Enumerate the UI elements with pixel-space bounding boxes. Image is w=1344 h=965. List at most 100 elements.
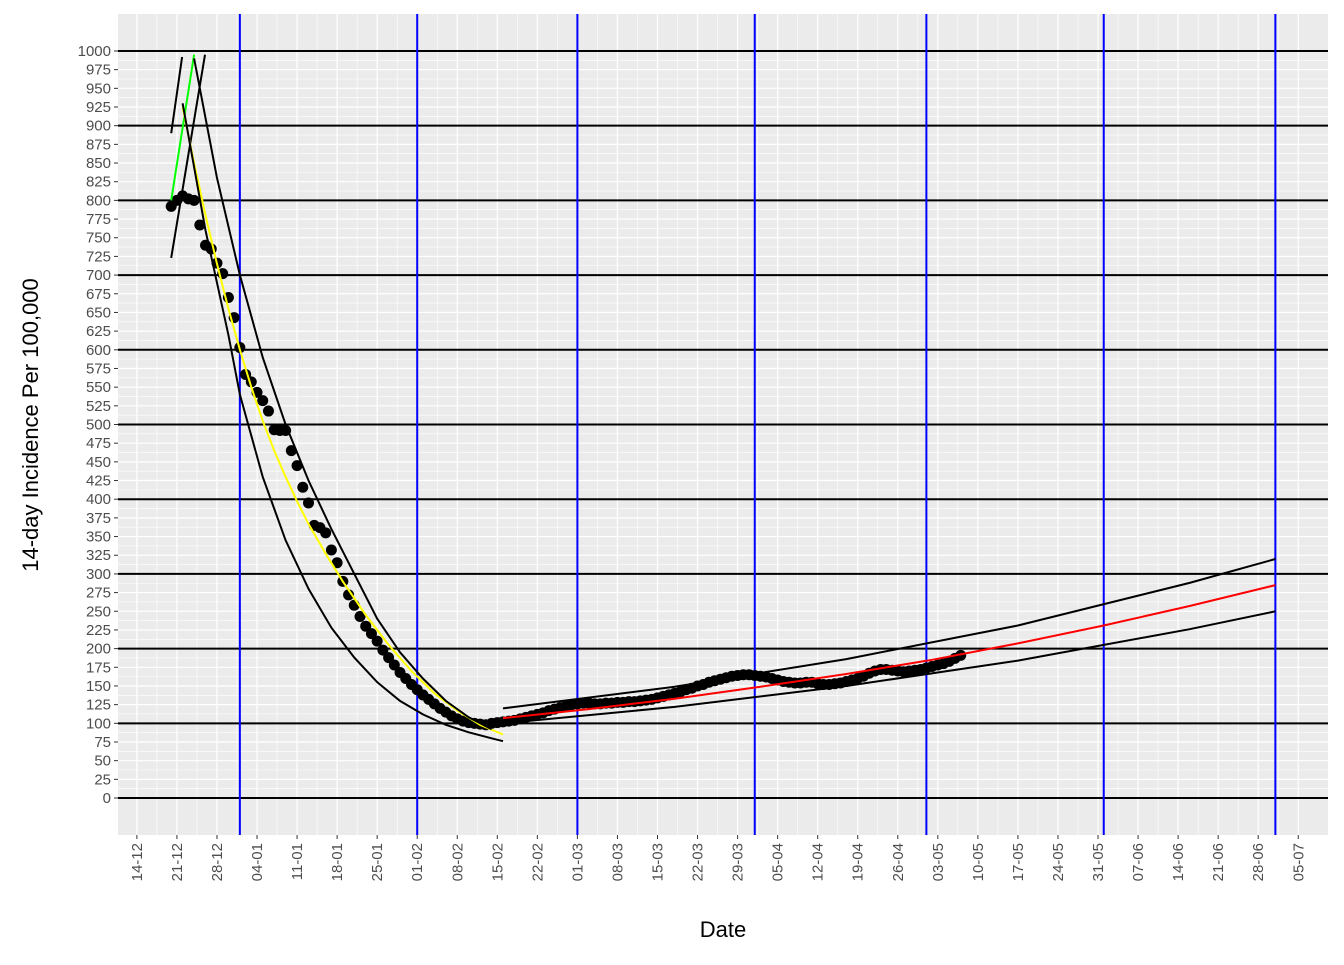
x-tick-label: 22-03 <box>690 843 707 881</box>
fit-line <box>193 58 493 731</box>
fit-line <box>170 54 196 201</box>
data-point <box>194 219 206 231</box>
y-tick-label: 325 <box>86 547 111 564</box>
y-tick-label: 100 <box>86 715 111 732</box>
x-tick-label: 28-12 <box>209 843 226 881</box>
data-point <box>343 589 355 601</box>
x-tick-label: 05-07 <box>1290 843 1307 881</box>
data-point <box>388 659 400 671</box>
x-tick-label: 18-01 <box>329 843 346 881</box>
y-tick-label: 575 <box>86 360 111 377</box>
y-tick-label: 900 <box>86 118 111 135</box>
fit-line <box>181 106 504 736</box>
y-tick-label: 550 <box>86 379 111 396</box>
y-tick-label: 400 <box>86 491 111 508</box>
y-tick-label: 625 <box>86 323 111 340</box>
y-tick-label: 150 <box>86 678 111 695</box>
data-point <box>371 635 383 647</box>
x-tick-label: 15-02 <box>489 843 506 881</box>
y-tick-label: 425 <box>86 473 111 490</box>
x-tick-label: 07-06 <box>1130 843 1147 881</box>
y-tick-label: 800 <box>86 192 111 209</box>
y-axis-title: 14-day Incidence Per 100,000 <box>18 278 43 572</box>
y-tick-label: 525 <box>86 398 111 415</box>
y-tick-label: 750 <box>86 230 111 247</box>
x-tick-label: 24-05 <box>1050 843 1067 881</box>
x-tick-label: 11-01 <box>289 843 306 880</box>
y-tick-label: 725 <box>86 248 111 265</box>
y-tick-label: 125 <box>86 697 111 714</box>
x-tick-label: 01-03 <box>569 843 586 881</box>
x-tick-label: 29-03 <box>730 843 747 881</box>
data-point <box>303 497 315 509</box>
y-tick-label: 275 <box>86 585 111 602</box>
y-tick-label: 300 <box>86 566 111 583</box>
y-tick-label: 850 <box>86 155 111 172</box>
y-tick-label: 375 <box>86 510 111 527</box>
x-tick-label: 19-04 <box>850 843 867 881</box>
fit-line <box>170 56 184 134</box>
x-tick-label: 26-04 <box>890 843 907 881</box>
x-tick-label: 04-01 <box>249 843 266 881</box>
y-tick-label: 200 <box>86 641 111 658</box>
y-tick-label: 950 <box>86 80 111 97</box>
x-tick-label: 08-02 <box>449 843 466 881</box>
fit-line <box>502 610 1276 725</box>
y-tick-label: 225 <box>86 622 111 639</box>
x-tick-label: 12-04 <box>810 843 827 881</box>
x-tick-label: 08-03 <box>609 843 626 881</box>
y-tick-label: 650 <box>86 304 111 321</box>
x-tick-label: 28-06 <box>1250 843 1267 881</box>
data-point <box>325 544 337 556</box>
x-tick-label: 14-06 <box>1170 843 1187 881</box>
y-tick-label: 600 <box>86 342 111 359</box>
x-tick-label: 01-02 <box>409 843 426 881</box>
y-tick-label: 775 <box>86 211 111 228</box>
y-tick-label: 1000 <box>78 43 111 60</box>
y-tick-label: 825 <box>86 174 111 191</box>
x-axis-title: Date <box>700 917 746 942</box>
x-tick-label: 17-05 <box>1010 843 1027 881</box>
y-tick-label: 250 <box>86 603 111 620</box>
data-point <box>377 644 389 656</box>
x-tick-label: 25-01 <box>369 843 386 881</box>
y-tick-label: 75 <box>94 734 111 751</box>
y-tick-label: 475 <box>86 435 111 452</box>
x-tick-label: 15-03 <box>649 843 666 881</box>
x-tick-label: 05-04 <box>770 843 787 881</box>
y-tick-label: 25 <box>94 771 111 788</box>
fit-line <box>502 558 1276 710</box>
x-tick-label: 14-12 <box>129 843 146 881</box>
y-tick-label: 50 <box>94 753 111 770</box>
data-point <box>354 610 366 622</box>
y-tick-label: 700 <box>86 267 111 284</box>
y-tick-label: 350 <box>86 529 111 546</box>
data-point <box>297 481 309 493</box>
y-tick-label: 875 <box>86 136 111 153</box>
y-tick-label: 175 <box>86 659 111 676</box>
y-tick-label: 0 <box>103 790 111 807</box>
y-tick-label: 500 <box>86 417 111 434</box>
data-point <box>383 652 395 664</box>
x-tick-label: 10-05 <box>970 843 987 881</box>
data-point <box>262 405 274 417</box>
data-point <box>291 460 303 472</box>
x-tick-label: 31-05 <box>1090 843 1107 881</box>
fit-line <box>181 103 504 743</box>
x-tick-label: 21-12 <box>169 843 186 881</box>
data-point <box>360 620 372 632</box>
y-tick-label: 675 <box>86 286 111 303</box>
x-tick-label: 03-05 <box>930 843 947 881</box>
data-point <box>188 194 200 206</box>
data-point <box>365 628 377 640</box>
y-tick-label: 975 <box>86 62 111 79</box>
data-point <box>320 527 332 539</box>
x-tick-label: 21-06 <box>1210 843 1227 881</box>
y-tick-label: 450 <box>86 454 111 471</box>
data-point <box>331 557 343 569</box>
x-tick-label: 22-02 <box>529 843 546 881</box>
y-tick-label: 925 <box>86 99 111 116</box>
fit-line <box>502 584 1276 720</box>
